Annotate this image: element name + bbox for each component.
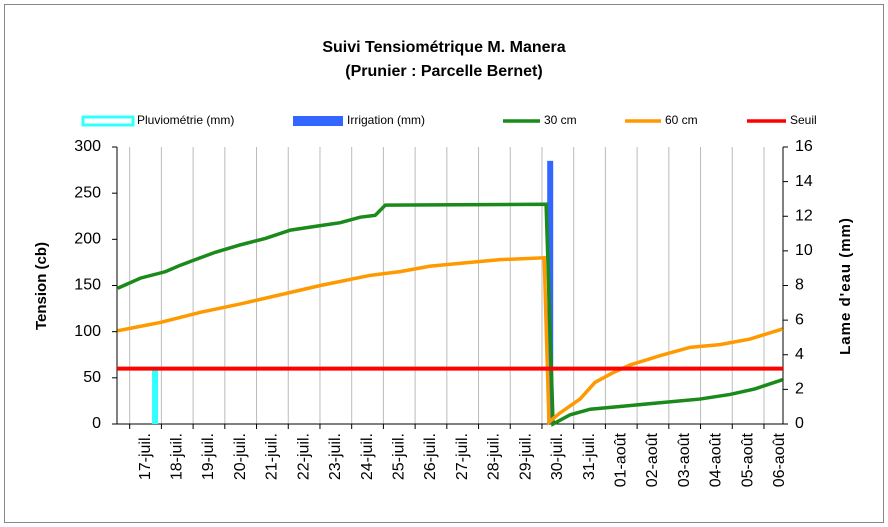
x-tick-label: 31-juil. bbox=[581, 433, 598, 480]
x-tick-label: 19-juil. bbox=[200, 433, 217, 480]
y-tick-label: 150 bbox=[74, 277, 101, 294]
chart-subtitle: (Prunier : Parcelle Bernet) bbox=[345, 63, 542, 80]
x-tick-label: 20-juil. bbox=[232, 433, 249, 480]
legend-label: Pluviométrie (mm) bbox=[137, 113, 234, 127]
y2-tick-label: 16 bbox=[795, 138, 813, 155]
x-tick-label: 25-juil. bbox=[390, 433, 407, 480]
y-axis-label: Tension (cb) bbox=[33, 242, 50, 330]
x-tick-label: 28-juil. bbox=[486, 433, 503, 480]
chart-title: Suivi Tensiométrique M. Manera bbox=[322, 39, 565, 56]
x-tick-label: 17-juil. bbox=[137, 433, 154, 480]
legend-label: Seuil bbox=[790, 113, 817, 127]
y-tick-label: 300 bbox=[74, 138, 101, 155]
x-tick-label: 18-juil. bbox=[168, 433, 185, 480]
x-tick-label: 03-août bbox=[676, 432, 693, 487]
legend-label: 30 cm bbox=[544, 113, 577, 127]
x-tick-label: 05-août bbox=[739, 432, 756, 487]
legend-swatch bbox=[81, 115, 135, 127]
x-tick-label: 27-juil. bbox=[454, 433, 471, 480]
y2-tick-label: 0 bbox=[795, 415, 804, 432]
y-tick-label: 100 bbox=[74, 323, 101, 340]
y-tick-label: 0 bbox=[92, 415, 101, 432]
x-tick-label: 30-juil. bbox=[549, 433, 566, 480]
x-tick-label: 29-juil. bbox=[517, 433, 534, 480]
legend-label: Irrigation (mm) bbox=[347, 113, 425, 127]
y2-tick-label: 14 bbox=[795, 173, 813, 190]
y-tick-label: 50 bbox=[83, 369, 101, 386]
y2-tick-label: 12 bbox=[795, 207, 813, 224]
y2-axis-label: Lame d'eau (mm) bbox=[837, 217, 854, 355]
y2-tick-label: 4 bbox=[795, 346, 804, 363]
y-tick-label: 200 bbox=[74, 231, 101, 248]
y2-tick-label: 10 bbox=[795, 242, 813, 259]
bar bbox=[152, 370, 159, 424]
x-tick-label: 23-juil. bbox=[327, 433, 344, 480]
y2-tick-label: 2 bbox=[795, 381, 804, 398]
x-tick-label: 06-août bbox=[771, 432, 788, 487]
x-tick-label: 24-juil. bbox=[359, 433, 376, 480]
y2-tick-label: 6 bbox=[795, 311, 804, 328]
x-tick-label: 22-juil. bbox=[295, 433, 312, 480]
y2-tick-label: 8 bbox=[795, 277, 804, 294]
legend-swatch bbox=[293, 116, 343, 126]
x-tick-label: 01-août bbox=[612, 432, 629, 487]
legend-label: 60 cm bbox=[665, 113, 698, 127]
x-tick-label: 21-juil. bbox=[264, 433, 281, 480]
x-tick-label: 26-juil. bbox=[422, 433, 439, 480]
y-tick-label: 250 bbox=[74, 184, 101, 201]
x-tick-label: 02-août bbox=[644, 432, 661, 487]
x-tick-label: 04-août bbox=[708, 432, 725, 487]
line bbox=[116, 202, 784, 427]
line bbox=[117, 255, 784, 426]
